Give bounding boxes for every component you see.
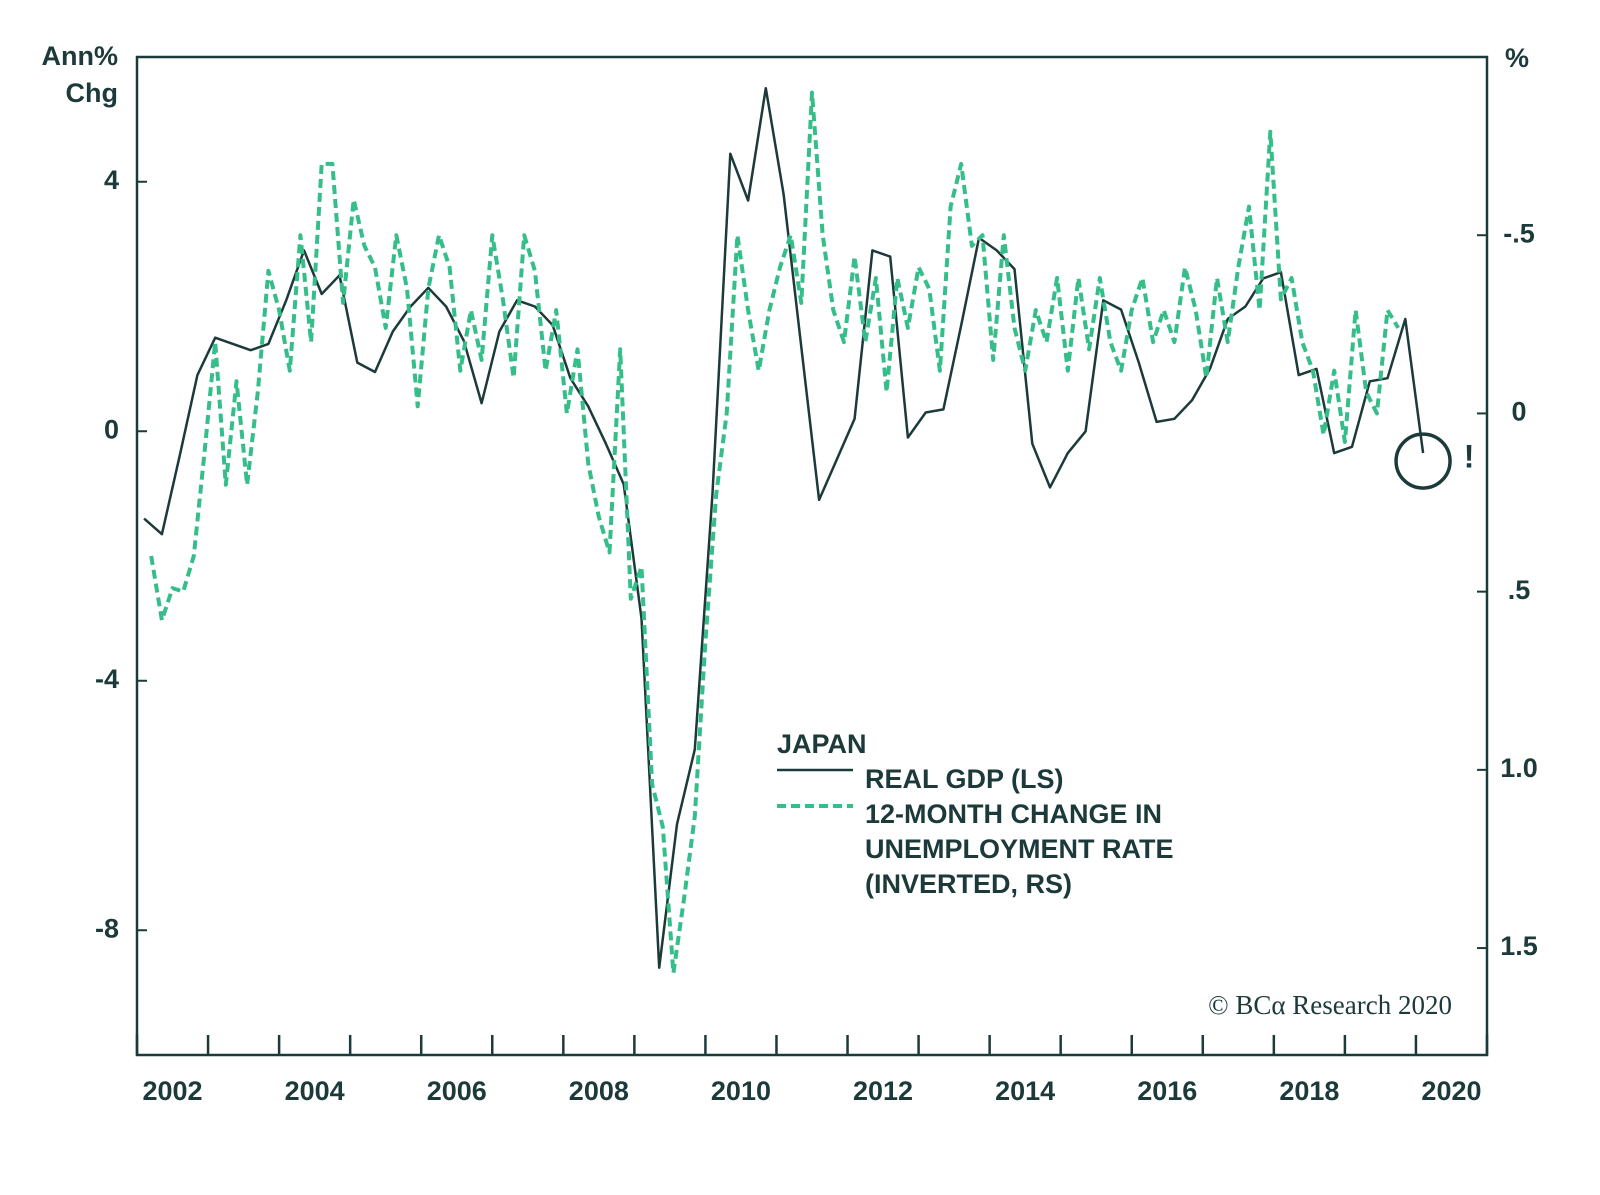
y-axis-title: Chg: [66, 78, 118, 108]
x-tick-label: 2016: [1137, 1076, 1197, 1106]
y-tick-label: -4: [95, 664, 119, 694]
legend-label: REAL GDP (LS): [865, 764, 1064, 794]
y2-tick-label: 1.0: [1500, 753, 1538, 783]
y2-tick-label: -.5: [1503, 218, 1535, 248]
x-tick-label: 2018: [1279, 1076, 1339, 1106]
y-axis-title: Ann%: [42, 41, 119, 71]
plot-frame: [135, 55, 1489, 1057]
x-tick-label: 2004: [285, 1076, 345, 1106]
x-tick-label: 2020: [1421, 1076, 1481, 1106]
legend-title: JAPAN: [777, 729, 867, 759]
legend-label: 12-MONTH CHANGE IN UNEMPLOYMENT RATE (IN…: [865, 799, 1174, 899]
y-tick-label: 4: [104, 165, 119, 195]
y-tick-label: 0: [104, 414, 119, 444]
x-tick-label: 2014: [995, 1076, 1055, 1106]
y2-axis-title: %: [1505, 43, 1529, 73]
x-tick-label: 2010: [711, 1076, 771, 1106]
y-tick-label: -8: [95, 913, 119, 943]
y2-tick-label: .5: [1508, 575, 1531, 605]
highlight-circle: [1394, 432, 1452, 490]
series-line: [149, 90, 1400, 975]
y2-tick-label: 1.5: [1500, 931, 1538, 961]
source: © BCα Research 2020: [1208, 990, 1452, 1020]
series-line: [143, 86, 1425, 969]
y2-tick-label: 0: [1511, 397, 1526, 427]
x-tick-label: 2008: [569, 1076, 629, 1106]
x-tick-label: 2002: [142, 1076, 202, 1106]
x-tick-label: 2012: [853, 1076, 913, 1106]
annotation: !: [1464, 439, 1475, 475]
x-tick-label: 2006: [427, 1076, 487, 1106]
